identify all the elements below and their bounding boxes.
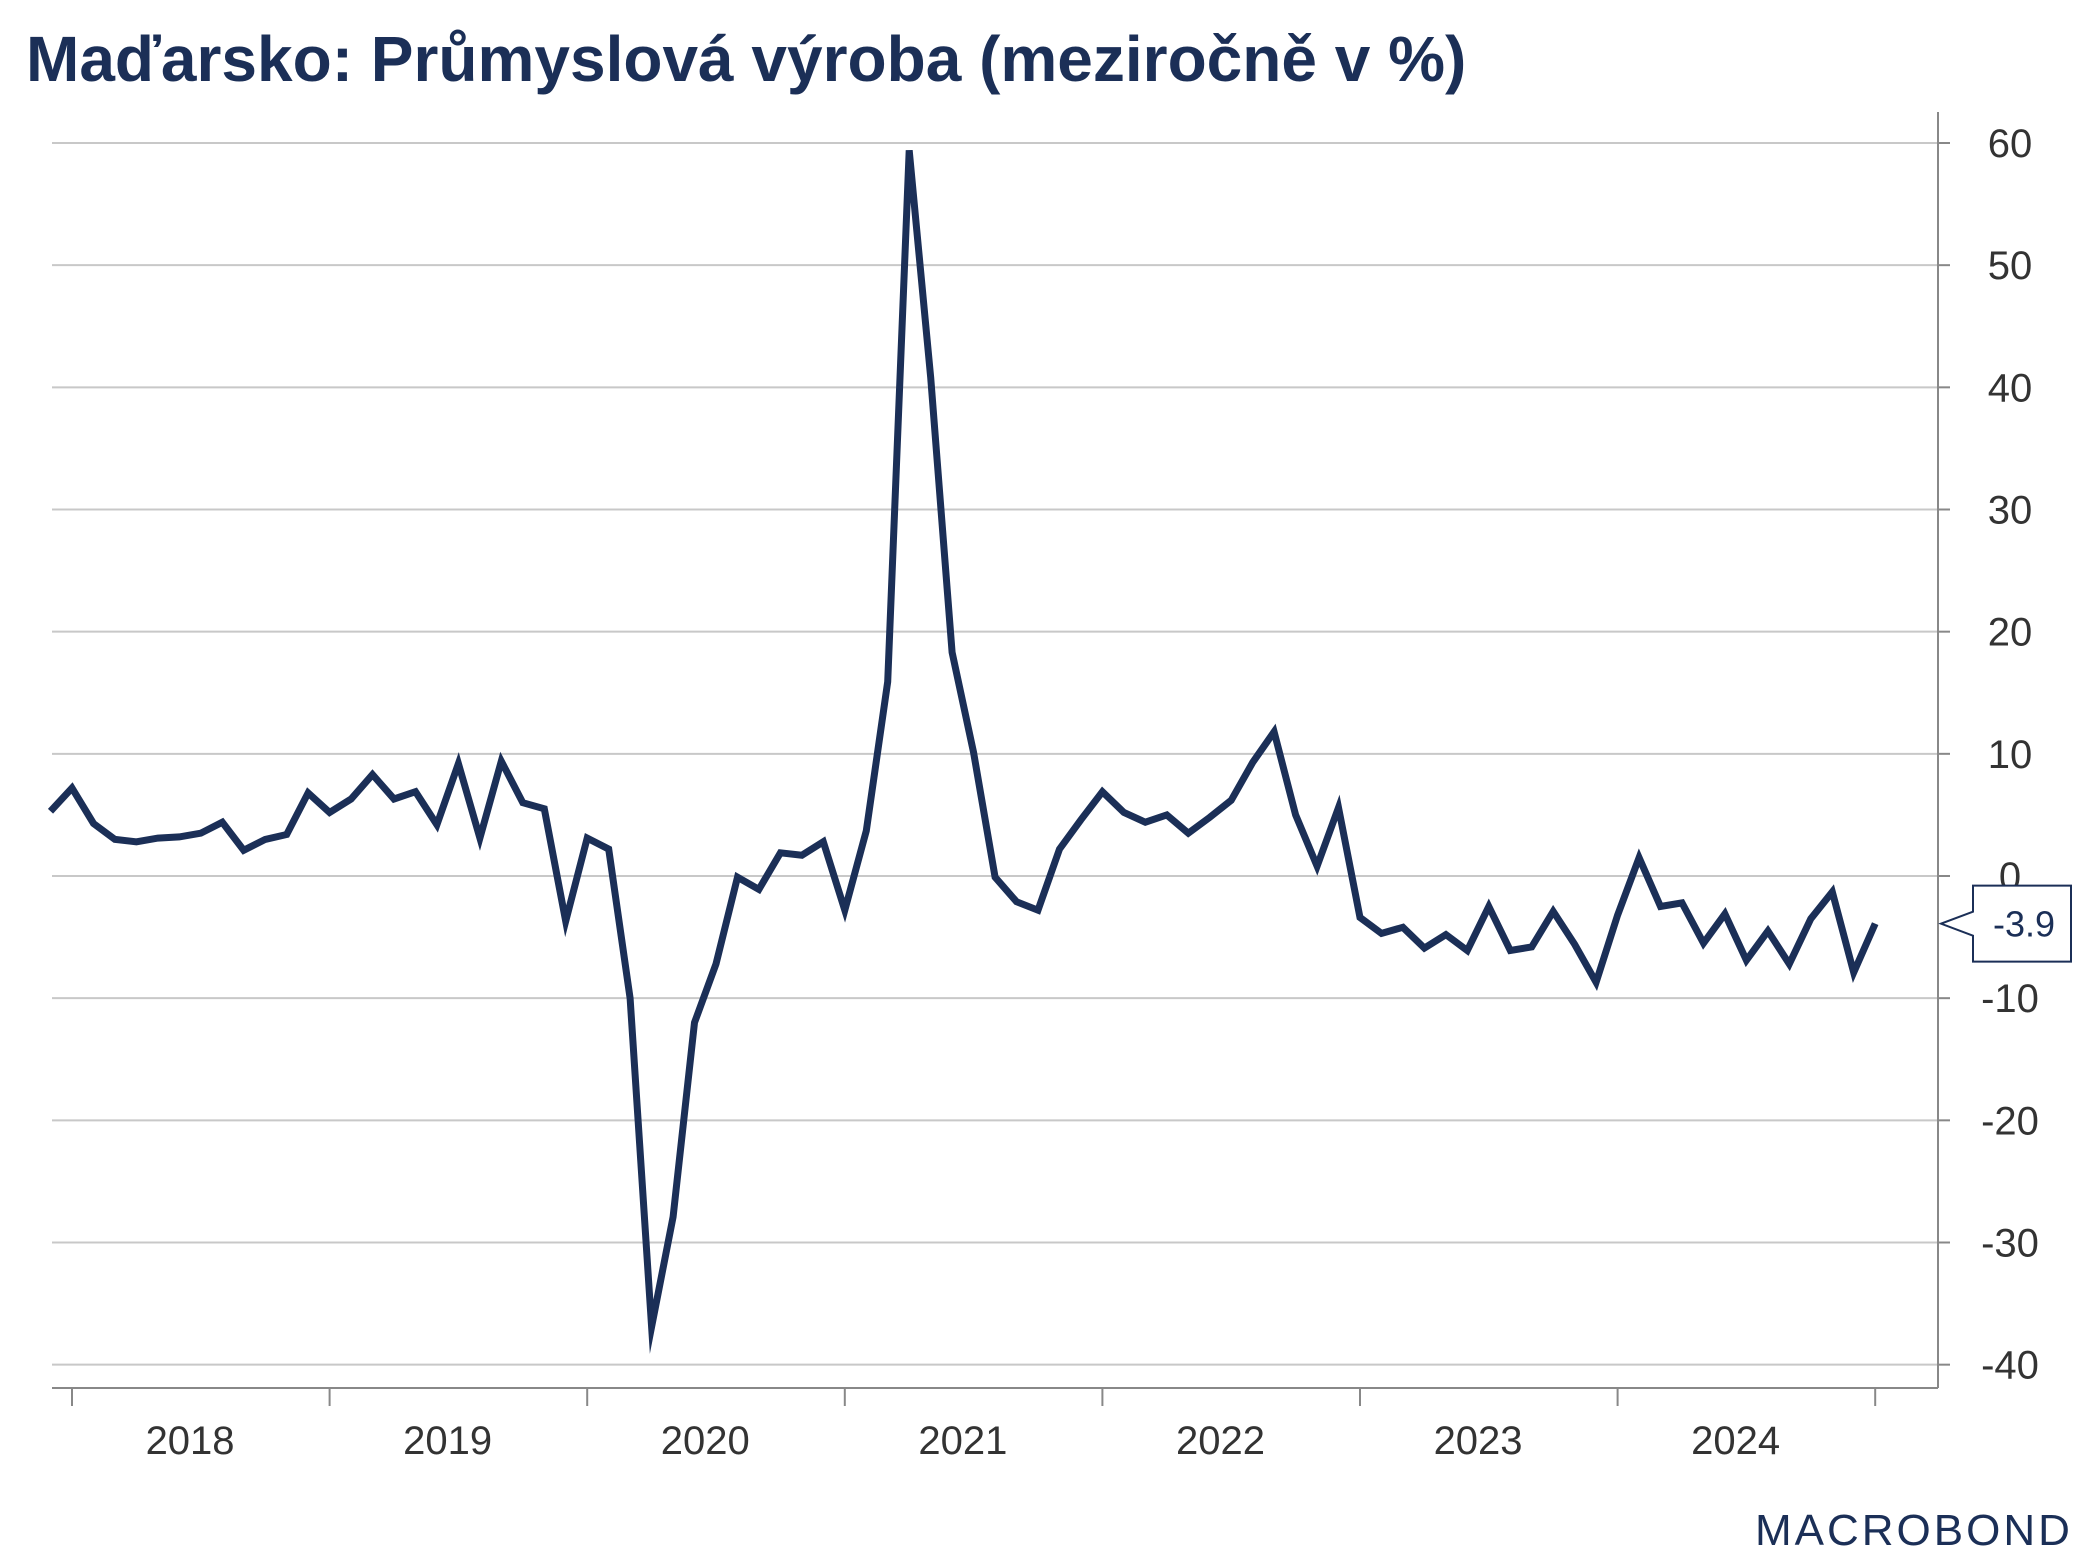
- y-tick-label: 40: [1988, 366, 2033, 410]
- brand-text: MACROBOND: [1755, 1506, 2073, 1555]
- y-tick-label: 60: [1988, 122, 2033, 166]
- x-tick-label: 2022: [1176, 1419, 1265, 1463]
- x-tick-label: 2024: [1691, 1419, 1780, 1463]
- y-tick-label: 30: [1988, 489, 2033, 533]
- x-tick-label: 2023: [1434, 1419, 1523, 1463]
- x-tick-label: 2019: [403, 1419, 492, 1463]
- y-tick-label: 10: [1988, 733, 2033, 777]
- chart-title: Maďarsko: Průmyslová výroba (meziročně v…: [26, 23, 1467, 95]
- y-tick-label: -10: [1981, 977, 2039, 1021]
- macrobond-logo: MACROBOND: [1755, 1506, 2073, 1555]
- series-line: [47, 149, 1879, 1354]
- series-layer: [47, 149, 1879, 1354]
- y-tick-label: 20: [1988, 611, 2033, 655]
- y-tick-label: -30: [1981, 1222, 2039, 1266]
- last-value-callout: -3.9: [1938, 884, 2072, 963]
- y-tick-label: -20: [1981, 1099, 2039, 1143]
- last-value-label: -3.9: [1993, 904, 2055, 945]
- x-tick-label: 2020: [661, 1419, 750, 1463]
- last-value-box: [1938, 884, 2072, 963]
- y-tick-label: 50: [1988, 244, 2033, 288]
- y-tick-label: -40: [1981, 1344, 2039, 1388]
- x-tick-label: 2021: [918, 1419, 1007, 1463]
- x-tick-label: 2018: [146, 1419, 235, 1463]
- gridlines: [52, 142, 1938, 1366]
